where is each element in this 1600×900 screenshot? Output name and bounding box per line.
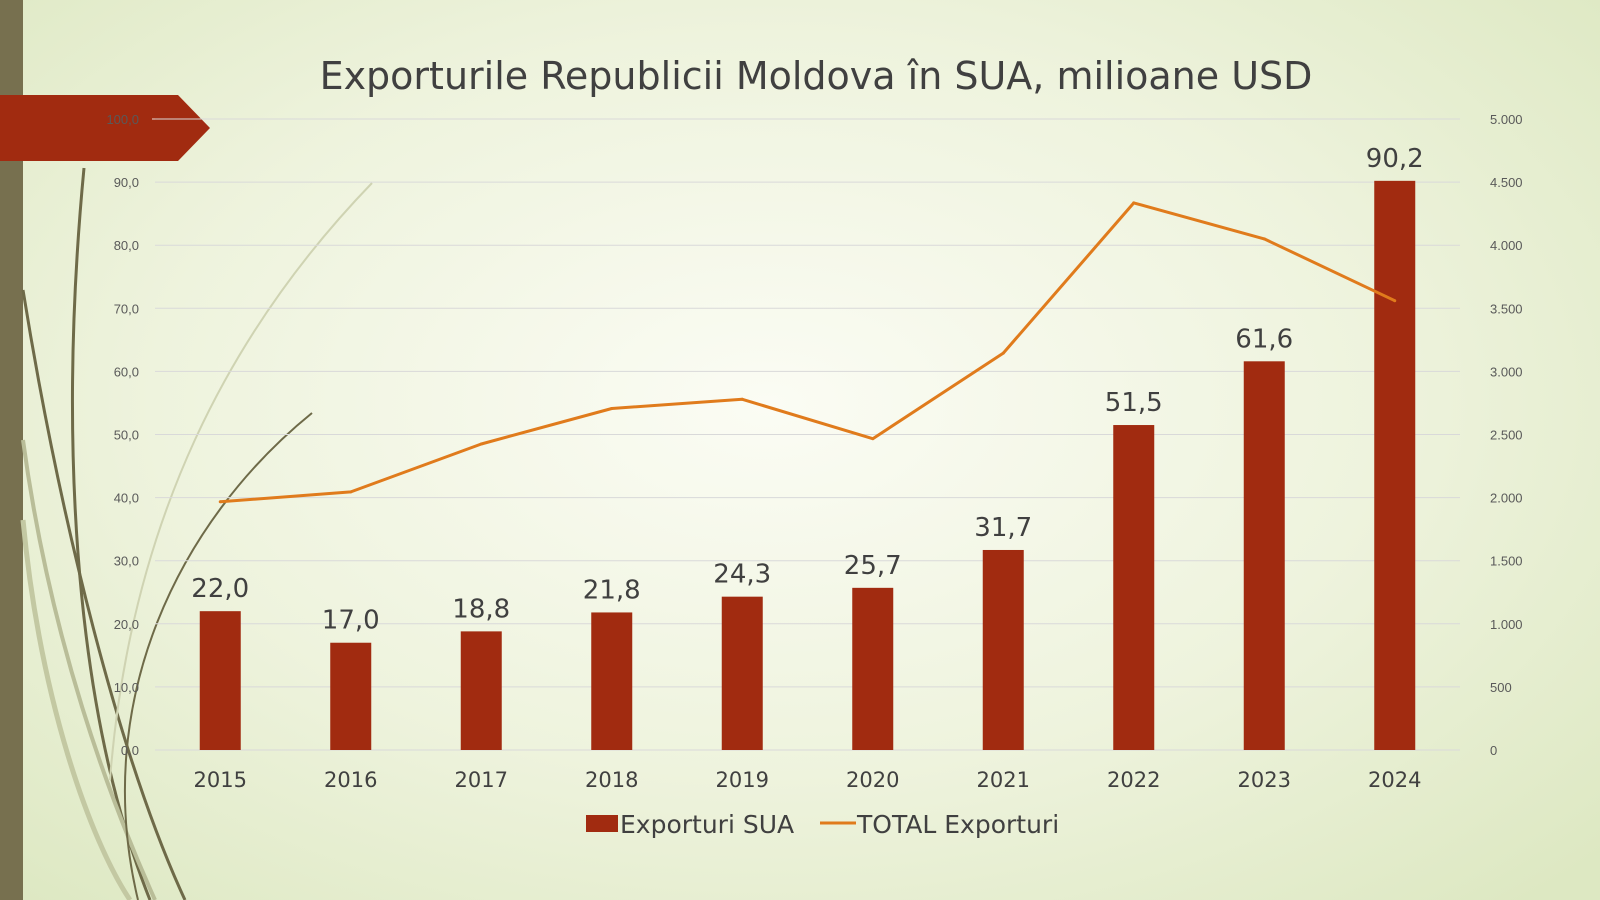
bar-data-labels: 22,0 17,0 18,8 21,8 24,3 25,7 31,7 51,5 61,6 90,2: [191, 144, 1423, 636]
y-right-tick-label-4: 2.000: [1490, 491, 1523, 506]
line-point-2024: [1393, 299, 1397, 303]
legend-label-total-exporturi: TOTAL Exporturi: [856, 810, 1059, 839]
bar-2015: [199, 611, 241, 750]
line-point-2023: [1262, 237, 1266, 241]
y-right-tick-label-7: 3.500: [1490, 301, 1523, 316]
gridlines: [155, 118, 1460, 751]
y-left-tick-label-5: 50,0: [114, 428, 139, 443]
data-label-2020: 25,7: [844, 551, 902, 581]
x-tick-label-2024: 2024: [1368, 768, 1421, 792]
slide-side-bar: [0, 0, 23, 900]
bar-series-exporturi-sua: [199, 180, 1416, 750]
line-point-2017: [479, 442, 483, 446]
chart-title: Exporturile Republicii Moldova în SUA, m…: [320, 54, 1313, 98]
y-left-tick-label-2: 20,0: [114, 617, 139, 632]
data-label-2017: 18,8: [452, 594, 510, 624]
decor-curve-1: [71, 167, 152, 900]
y-axis-right: 0 500 1.000 1.500 2.000 2.500 3.000 3.500 4.000 4…: [1490, 112, 1523, 758]
data-label-2024: 90,2: [1366, 144, 1424, 174]
data-label-2021: 31,7: [974, 513, 1032, 543]
bar-2018: [591, 612, 633, 750]
bar-2020: [852, 587, 894, 750]
y-right-tick-label-1: 500: [1490, 680, 1512, 695]
x-tick-label-2022: 2022: [1107, 768, 1160, 792]
y-left-tick-label-4: 40,0: [114, 491, 139, 506]
x-tick-label-2015: 2015: [194, 768, 247, 792]
ribbon-arrow-shape: [0, 95, 210, 161]
y-axis-left: 0,0 10,0 20,0 30,0 40,0 50,0 60,0 70,0 80,0 90,0 1…: [106, 112, 139, 758]
y-right-tick-label-0: 0: [1490, 743, 1497, 758]
line-point-2019: [740, 397, 744, 401]
line-point-2018: [610, 407, 614, 411]
x-tick-label-2020: 2020: [846, 768, 899, 792]
data-label-2022: 51,5: [1105, 388, 1163, 418]
chart-legend: Exporturi SUA TOTAL Exporturi: [586, 810, 1059, 839]
data-label-2015: 22,0: [191, 574, 249, 604]
y-right-tick-label-9: 4.500: [1490, 175, 1523, 190]
y-left-tick-label-6: 60,0: [114, 364, 139, 379]
x-axis: 2015 2016 2017 2018 2019 2020 2021 2022 2023 2024: [194, 768, 1422, 792]
line-series-total-exporturi: [218, 201, 1397, 504]
x-tick-label-2019: 2019: [716, 768, 769, 792]
line-point-2015: [218, 500, 222, 504]
bar-2021: [982, 549, 1024, 750]
line-point-2021: [1001, 351, 1005, 355]
y-right-tick-label-2: 1.000: [1490, 617, 1523, 632]
data-label-2019: 24,3: [713, 560, 771, 590]
legend-swatch-exporturi-sua: [586, 815, 618, 832]
decor-curve-4: [20, 519, 133, 900]
decor-curve-5: [123, 412, 313, 900]
y-left-tick-label-10: 100,0: [106, 112, 139, 127]
bar-2024: [1374, 180, 1416, 750]
y-right-tick-label-6: 3.000: [1490, 364, 1523, 379]
line-point-2016: [349, 490, 353, 494]
bar-2017: [460, 631, 502, 750]
line-total-exporturi: [220, 201, 1396, 504]
decor-curve-6: [109, 182, 373, 781]
bar-2016: [330, 642, 372, 750]
bar-2023: [1243, 361, 1285, 750]
data-label-2023: 61,6: [1235, 324, 1293, 354]
data-label-2018: 21,8: [583, 575, 641, 605]
y-right-tick-label-10: 5.000: [1490, 112, 1523, 127]
y-right-tick-label-5: 2.500: [1490, 428, 1523, 443]
decor-curve-3: [21, 439, 157, 900]
y-left-tick-label-8: 80,0: [114, 238, 139, 253]
x-tick-label-2023: 2023: [1238, 768, 1291, 792]
x-tick-label-2021: 2021: [977, 768, 1030, 792]
y-left-tick-label-9: 90,0: [114, 175, 139, 190]
data-label-2016: 17,0: [322, 606, 380, 636]
line-point-2022: [1132, 201, 1136, 205]
decor-curve-2: [21, 289, 187, 900]
x-tick-label-2016: 2016: [324, 768, 377, 792]
x-tick-label-2017: 2017: [455, 768, 508, 792]
bar-2019: [721, 596, 763, 750]
y-left-tick-label-3: 30,0: [114, 554, 139, 569]
y-left-tick-label-7: 70,0: [114, 301, 139, 316]
y-left-tick-label-1: 10,0: [114, 680, 139, 695]
legend-label-exporturi-sua: Exporturi SUA: [620, 810, 794, 839]
x-tick-label-2018: 2018: [585, 768, 638, 792]
bar-2022: [1113, 425, 1155, 750]
y-left-tick-label-0: 0,0: [121, 743, 139, 758]
y-right-tick-label-3: 1.500: [1490, 554, 1523, 569]
y-right-tick-label-8: 4.000: [1490, 238, 1523, 253]
line-point-2020: [871, 437, 875, 441]
